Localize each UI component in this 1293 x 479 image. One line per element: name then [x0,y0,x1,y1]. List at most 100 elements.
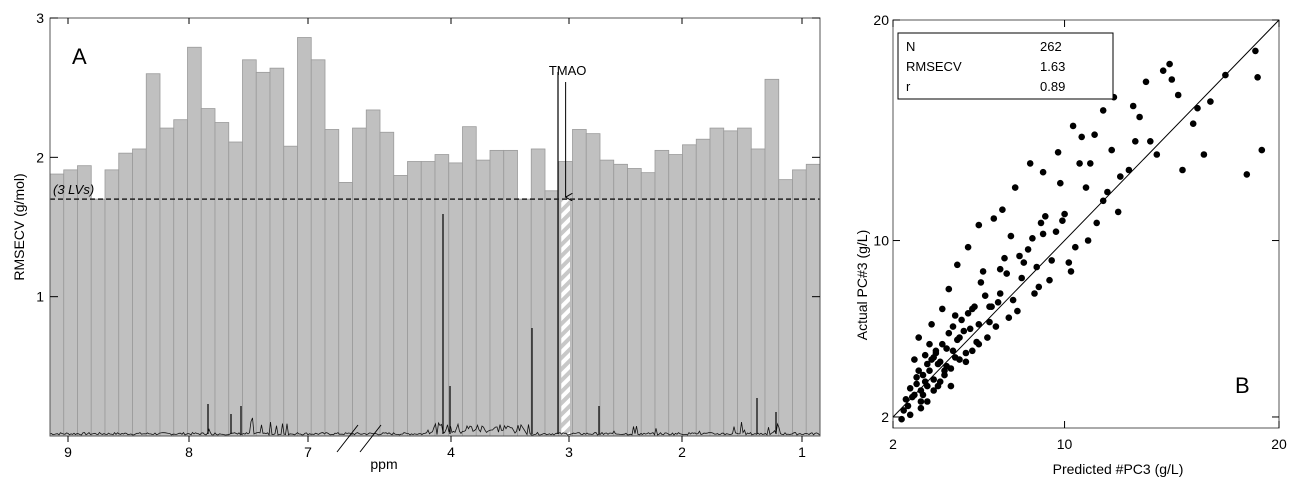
scatter-point [1052,228,1060,235]
rmsecv-bar [475,159,491,437]
scatter-point [1067,268,1075,275]
scatter-point [919,391,927,399]
stats-value-r: 0.89 [1040,79,1065,94]
rmsecv-bar [709,127,725,437]
scatter-point [1222,71,1229,79]
y-tick-label: 3 [36,10,44,26]
scatter-point [964,310,972,317]
stats-value-n: 262 [1040,39,1062,54]
scatter-point [928,321,935,328]
y-tick-label: 2 [881,409,889,425]
scatter-point [1035,283,1043,291]
scatter-point [926,340,933,348]
scatter-point [1037,219,1045,227]
scatter-point [1174,91,1182,99]
scatter-point [930,376,937,383]
scatter-point [1005,314,1013,322]
scatter-point [1039,168,1047,176]
scatter-point [1011,184,1019,191]
rmsecv-bar [269,67,285,437]
scatter-point [1117,173,1124,180]
rmsecv-bar [77,165,92,437]
rmsecv-bar [365,109,381,437]
scatter-point [945,285,953,293]
scatter-point [917,398,925,405]
scatter-point [1136,113,1143,121]
scatter-point [900,407,907,414]
scatter-point [1104,188,1111,196]
scatter-point [1189,120,1197,127]
scatter-point [1207,98,1214,105]
x-tick-label: 7 [304,444,312,460]
rmsecv-bar [324,129,340,437]
y-tick-label: 2 [36,149,44,165]
scatter-point [1065,259,1073,266]
x-tick-label: 8 [185,444,193,460]
rmsecv-bar [118,152,133,437]
y-tick-label: 10 [873,233,889,249]
rmsecv-bar [159,127,175,437]
scatter-point [1108,146,1115,154]
rmsecv-bar [805,163,821,437]
scatter-point [1014,307,1021,315]
rmsecv-bar [448,162,463,437]
scatter-point [902,396,910,403]
scatter-point [1031,290,1038,297]
scatter-point [1093,219,1100,227]
rmsecv-bar [407,161,422,437]
scatter-point [924,360,931,368]
scatter-point [986,318,993,326]
scatter-point [1026,160,1034,167]
scatter-point [936,358,944,366]
stats-value-rmsecv: 1.63 [1040,59,1065,74]
scatter-point [913,380,920,388]
scatter-point [1243,171,1251,178]
panel-a-frame [49,17,821,437]
scatter-point [1147,138,1154,145]
scatter-point [915,334,922,341]
scatter-point [1252,47,1259,55]
x-tick-label: 4 [447,444,455,460]
rmsecv-bar [297,37,312,437]
rmsecv-bar [242,59,257,437]
scatter-point [919,371,927,379]
rmsecv-bar [695,138,711,437]
rmsecv-bars [49,37,821,437]
scatter-point [1099,107,1107,114]
rmsecv-bar [572,129,587,437]
scatter-point [979,268,987,275]
stats-label-n: N [906,39,915,54]
rmsecv-bar [682,144,697,437]
stats-label-rmsecv: RMSECV [906,59,962,74]
panel-a-x-axis-title: ppm [370,456,397,472]
scatter-point [913,374,920,381]
scatter-point [992,323,1000,330]
scatter-point [964,243,972,251]
scatter-point [1059,217,1066,224]
scatter-point [977,279,985,286]
scatter-point [975,221,983,229]
scatter-point [943,345,950,352]
scatter-point [1024,246,1032,253]
scatter-point [926,367,933,375]
scatter-point [934,382,942,390]
scatter-point [1072,243,1079,251]
x-tick-label: 1 [798,444,806,460]
rmsecv-bar [627,168,642,437]
rmsecv-bar [668,154,683,437]
rmsecv-bar [379,131,395,437]
scatter-point [1125,166,1133,174]
scatter-point [996,290,1004,297]
identity-trend-line [892,19,1280,418]
rmsecv-bar [737,127,752,437]
tmao-highlight-bar [560,198,571,437]
scatter-point [1078,133,1085,141]
stats-label-r: r [906,79,911,94]
scatter-point [999,206,1006,213]
scatter-point [1087,160,1094,167]
panel-a-y-axis: 1 2 3 [36,10,820,305]
scatter-point [1084,237,1092,244]
x-tick-label: 2 [889,436,897,452]
rmsecv-bar [132,148,147,437]
panel-a-letter: A [72,44,87,69]
